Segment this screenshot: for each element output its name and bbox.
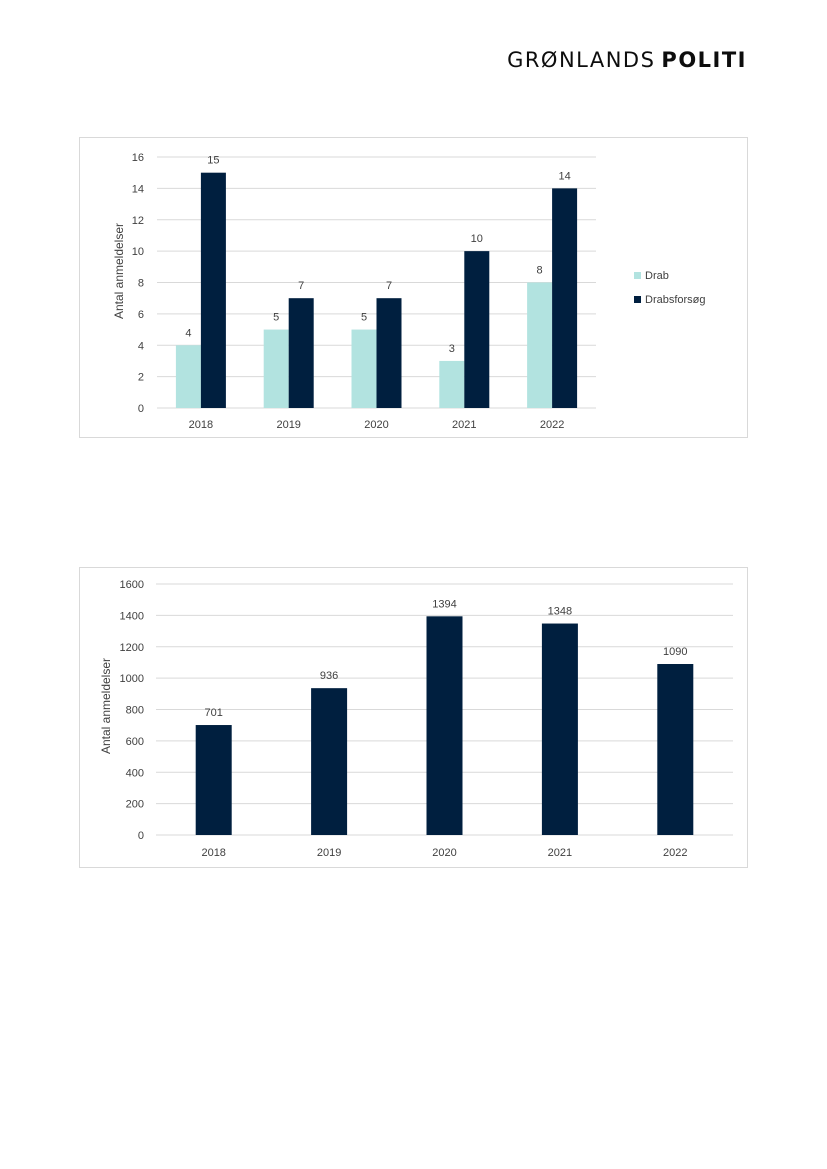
y-axis-label: Antal anmeldelser — [99, 658, 113, 754]
data-label: 5 — [273, 312, 279, 324]
data-label: 7 — [298, 280, 304, 292]
chart-homicides-box: 4 15 5 7 5 7 3 10 8 14 0 2 4 6 8 10 12 14 16 2018 2019 2020… — [79, 137, 748, 438]
legend-label-drabsforsog: Drabsforsøg — [645, 294, 706, 306]
bar-drab-2018 — [175, 345, 201, 408]
y-ticks: 0 200 400 600 800 1000 1200 1400 1600 — [120, 579, 144, 842]
bar-2021 — [541, 623, 578, 835]
data-label: 5 — [361, 312, 367, 324]
y-tick-label: 10 — [132, 246, 144, 258]
bar-2020 — [426, 616, 463, 835]
legend-swatch-drabsforsog — [634, 296, 641, 303]
bar-drabsforsog-2021 — [464, 251, 490, 408]
x-tick-label: 2020 — [432, 847, 456, 859]
x-tick-label: 2019 — [276, 419, 300, 431]
y-tick-label: 1000 — [120, 673, 144, 685]
legend-label-drab: Drab — [645, 270, 669, 282]
bars — [195, 616, 694, 835]
data-label: 8 — [537, 265, 543, 277]
x-tick-label: 2018 — [201, 847, 225, 859]
bar-2019 — [311, 688, 348, 835]
x-ticks: 2018 2019 2020 2021 2022 — [201, 847, 687, 859]
bar-drab-2020 — [351, 329, 377, 408]
x-tick-label: 2020 — [364, 419, 388, 431]
chart-homicides: 4 15 5 7 5 7 3 10 8 14 0 2 4 6 8 10 12 14 16 2018 2019 2020… — [112, 152, 706, 431]
data-label: 701 — [205, 707, 223, 719]
y-tick-label: 600 — [126, 736, 144, 748]
y-tick-label: 1600 — [120, 579, 144, 591]
data-label: 1090 — [663, 646, 687, 658]
y-tick-label: 2 — [138, 372, 144, 384]
y-tick-label: 12 — [132, 215, 144, 227]
data-label: 1394 — [432, 598, 456, 610]
logo-text-bold: POLITI — [661, 48, 747, 72]
data-label: 1348 — [548, 606, 572, 618]
x-tick-label: 2022 — [663, 847, 687, 859]
y-tick-label: 16 — [132, 152, 144, 164]
y-ticks: 0 2 4 6 8 10 12 14 16 — [132, 152, 144, 415]
y-tick-label: 14 — [132, 183, 144, 195]
data-label: 3 — [449, 343, 455, 355]
chart-violence-box: 701 936 1394 1348 1090 0 200 400 600 800 1000 1200… — [79, 567, 748, 868]
x-tick-label: 2018 — [189, 419, 213, 431]
x-tick-label: 2019 — [317, 847, 341, 859]
y-tick-label: 0 — [138, 403, 144, 415]
bar-drabsforsog-2018 — [200, 172, 226, 408]
data-label: 4 — [185, 327, 191, 339]
y-tick-label: 800 — [126, 705, 144, 717]
y-tick-label: 1200 — [120, 642, 144, 654]
logo-text-light: GRØNLANDS — [507, 48, 656, 72]
bar-drabsforsog-2019 — [288, 298, 314, 408]
data-labels: 4 15 5 7 5 7 3 10 8 14 — [185, 155, 570, 355]
legend-swatch-drab — [634, 272, 641, 279]
x-tick-label: 2021 — [548, 847, 572, 859]
data-label: 7 — [386, 280, 392, 292]
data-label: 10 — [471, 233, 483, 245]
bars — [175, 172, 578, 408]
y-grid — [157, 156, 596, 409]
y-tick-label: 0 — [138, 830, 144, 842]
data-label: 936 — [320, 670, 338, 682]
y-tick-label: 400 — [126, 767, 144, 779]
gronlands-politi-logo: GRØNLANDS POLITI — [507, 48, 747, 72]
bar-drabsforsog-2020 — [376, 298, 402, 408]
y-tick-label: 8 — [138, 278, 144, 290]
legend: Drab Drabsforsøg — [634, 270, 706, 306]
y-tick-label: 4 — [138, 340, 144, 352]
x-ticks: 2018 2019 2020 2021 2022 — [189, 419, 565, 431]
bar-drab-2019 — [263, 329, 289, 408]
y-tick-label: 200 — [126, 799, 144, 811]
bar-drab-2022 — [527, 282, 553, 408]
data-label: 14 — [558, 170, 570, 182]
bar-2018 — [195, 725, 232, 835]
bar-drabsforsog-2022 — [552, 188, 578, 408]
chart-violence: 701 936 1394 1348 1090 0 200 400 600 800 1000 1200… — [99, 579, 733, 859]
data-labels: 701 936 1394 1348 1090 — [205, 598, 688, 719]
x-tick-label: 2022 — [540, 419, 564, 431]
y-tick-label: 1400 — [120, 610, 144, 622]
x-tick-label: 2021 — [452, 419, 476, 431]
bar-drab-2021 — [439, 360, 465, 408]
y-axis-label: Antal anmeldelser — [112, 223, 126, 319]
y-tick-label: 6 — [138, 309, 144, 321]
data-label: 15 — [207, 155, 219, 167]
bar-2022 — [657, 664, 694, 835]
